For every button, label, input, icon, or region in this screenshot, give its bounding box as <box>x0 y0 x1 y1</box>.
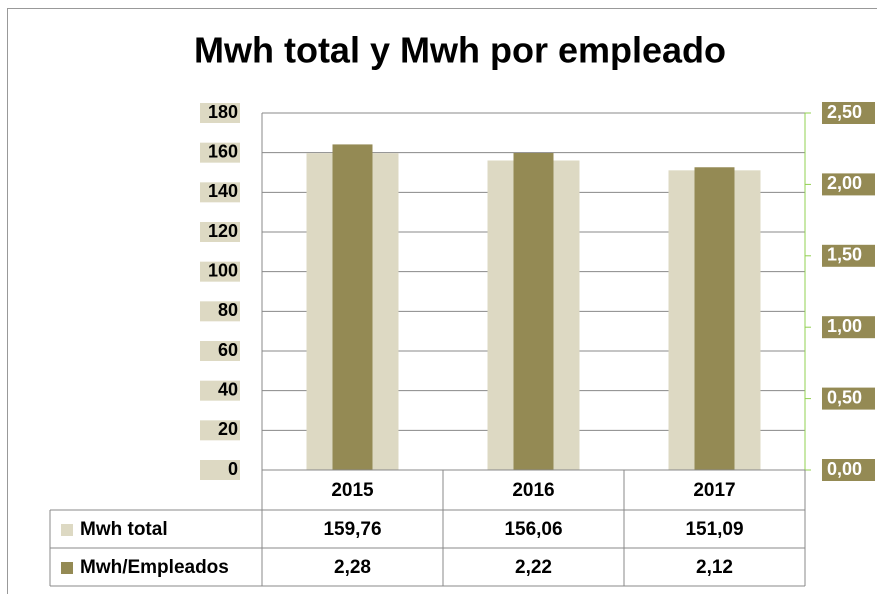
y-tick-label-bg <box>200 142 240 163</box>
y2-tick-label-bg <box>822 173 875 196</box>
y-tick-label-bg <box>200 261 240 282</box>
y-tick-label-bg <box>200 103 240 123</box>
y2-tick-label: 2,50 <box>827 102 862 122</box>
y-tick-label: 120 <box>208 221 238 241</box>
x-tick-label: 2016 <box>512 480 554 501</box>
bar <box>513 152 554 470</box>
data-table-value: 159,76 <box>323 519 381 540</box>
x-tick-label: 2017 <box>693 480 735 501</box>
data-table-value: 151,09 <box>685 519 743 540</box>
y-tick-label: 180 <box>208 102 238 122</box>
y-tick-label: 160 <box>208 141 238 161</box>
data-table-value: 2,22 <box>515 557 552 578</box>
y2-tick-label: 0,50 <box>827 387 862 407</box>
chart-title: Mwh total y Mwh por empleado <box>194 30 726 71</box>
y-tick-label: 20 <box>218 419 238 439</box>
y-tick-label: 60 <box>218 340 238 360</box>
legend-label: Mwh total <box>80 519 168 540</box>
data-table-value: 2,28 <box>334 557 371 578</box>
y2-tick-label-bg <box>822 244 875 267</box>
legend-label: Mwh/Empleados <box>80 557 229 578</box>
legend-key <box>61 562 73 574</box>
y-tick-label-bg <box>200 301 240 322</box>
y-tick-label: 80 <box>218 300 238 320</box>
y-tick-label: 100 <box>208 260 238 280</box>
y2-tick-label: 1,00 <box>827 316 862 336</box>
y2-tick-label-bg <box>822 316 875 339</box>
y-tick-label: 40 <box>218 379 238 399</box>
y-tick-label-bg <box>200 380 240 401</box>
y-tick-label-bg <box>200 460 240 480</box>
chart-frame <box>7 8 877 594</box>
y2-tick-label-bg <box>822 387 875 410</box>
data-table-value: 2,12 <box>696 557 733 578</box>
y-tick-label-bg <box>200 222 240 242</box>
bar <box>694 167 735 471</box>
y2-tick-label-bg <box>822 102 875 124</box>
legend-key <box>61 524 73 536</box>
y-tick-label: 140 <box>208 181 238 201</box>
y2-tick-label: 2,00 <box>827 173 862 193</box>
y2-tick-label-bg <box>822 459 875 481</box>
y-tick-label-bg <box>200 341 240 361</box>
y-tick-label-bg <box>200 420 240 441</box>
y2-tick-label: 1,50 <box>827 245 862 265</box>
y-tick-label: 0 <box>228 459 238 479</box>
data-table-value: 156,06 <box>504 519 562 540</box>
x-tick-label: 2015 <box>331 480 374 501</box>
y2-tick-label: 0,00 <box>827 459 862 479</box>
y-tick-label-bg <box>200 182 240 203</box>
bar <box>332 144 373 470</box>
